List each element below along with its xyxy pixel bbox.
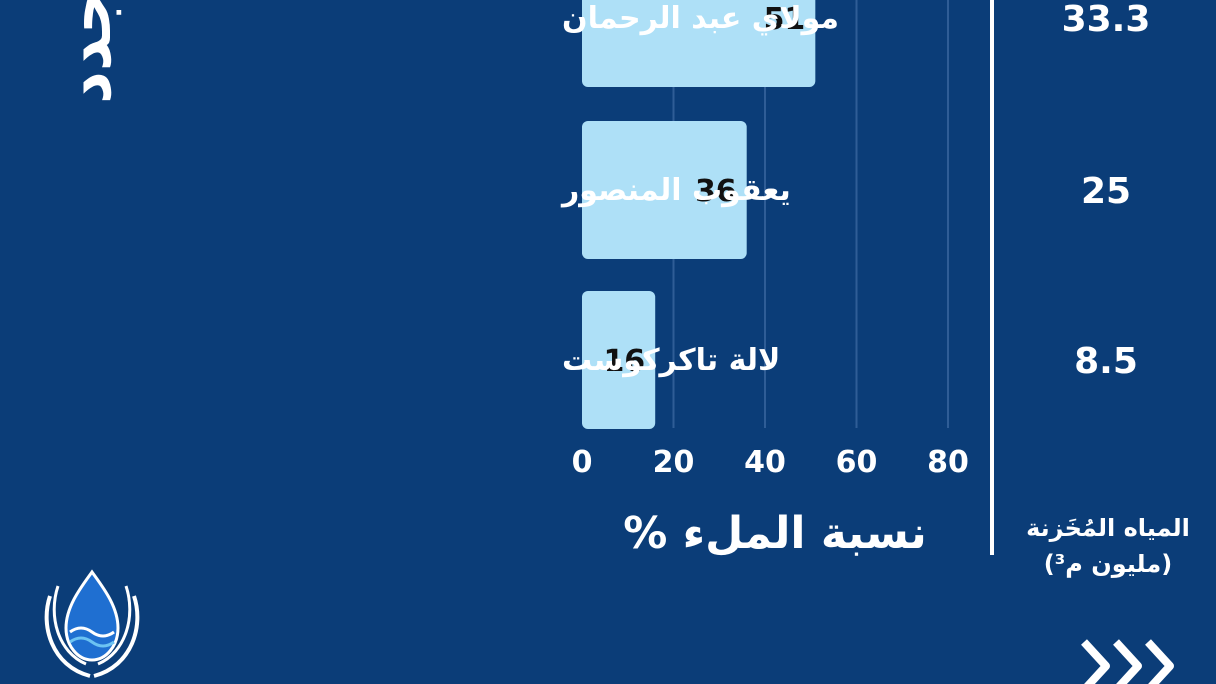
x-tick-label: 60 — [836, 445, 878, 480]
column-divider — [990, 0, 994, 555]
category-label: يعقوب المنصور — [560, 173, 791, 208]
x-axis-label: نسبة الملء % — [623, 508, 927, 559]
stored-water-header-line1: المياه المُخَزنة — [1026, 514, 1190, 542]
stored-water-value: 8.5 — [1074, 341, 1138, 382]
bar — [582, 0, 816, 87]
bar — [582, 291, 656, 429]
x-tick-label: 40 — [744, 445, 786, 480]
stored-water-value: 33.3 — [1062, 0, 1151, 40]
stored-water-value: 25 — [1081, 171, 1131, 212]
bar-value-label: 36 — [695, 174, 737, 209]
x-tick-label: 20 — [653, 445, 695, 480]
bar-value-label: 16 — [603, 344, 645, 379]
stored-water-header: المياه المُخَزنة (مليون م³) — [1010, 510, 1206, 582]
category-label: لالة تاكركوست — [562, 343, 780, 378]
stored-water-header-line2: (مليون م³) — [1043, 550, 1173, 578]
category-label: مولاي عبد الرحمان — [562, 1, 839, 36]
bar — [582, 121, 747, 259]
chevrons-right-icon — [1081, 639, 1174, 684]
bar-value-label: 51 — [764, 2, 806, 37]
x-tick-label: 80 — [927, 445, 969, 480]
x-tick-label: 0 — [572, 445, 593, 480]
water-drop-hands-icon — [44, 569, 140, 678]
